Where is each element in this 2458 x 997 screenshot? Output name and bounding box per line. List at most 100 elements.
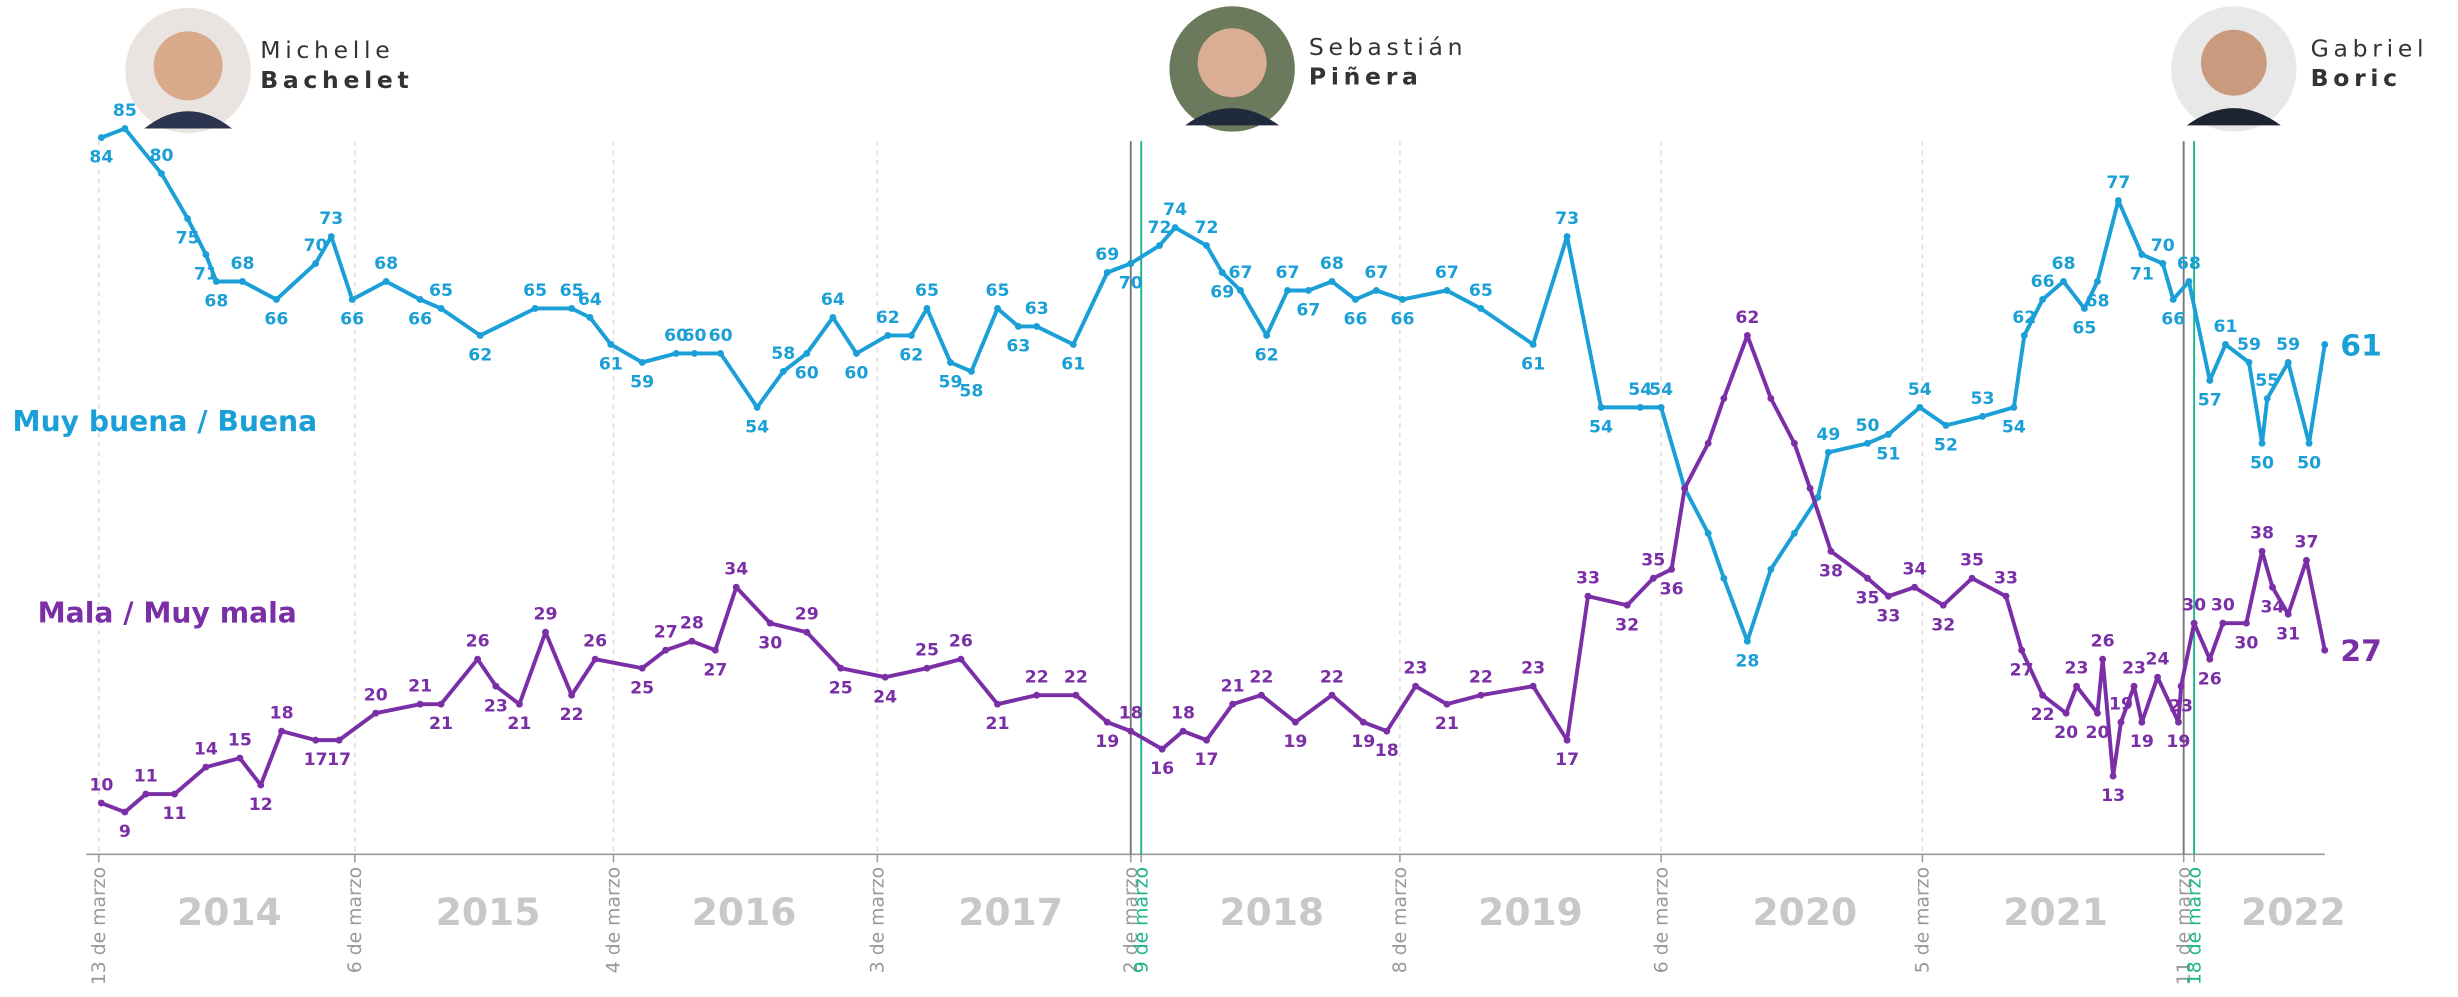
point [2010,403,2018,411]
point [1284,287,1291,294]
point [1218,269,1226,276]
value-label: 69 [1210,283,1234,303]
point [1720,394,1728,402]
year-label: 2015 [436,890,541,934]
point [416,700,424,708]
point [1743,331,1751,339]
value-label: 51 [1876,444,1900,464]
value-label: 19 [2109,695,2133,715]
president-first-name: Gabriel [2311,34,2429,62]
value-label: 28 [1735,651,1759,671]
value-label: 26 [466,632,490,652]
point [2154,673,2161,681]
value-label: 67 [1364,263,1388,283]
value-label: 68 [230,254,254,274]
point [348,296,356,303]
value-label: 53 [1971,389,1995,409]
value-label: 29 [534,605,558,625]
value-label: 35 [1856,588,1880,608]
x-tick-label: 5 de marzo [1913,867,1934,973]
point [97,134,105,142]
value-label: 21 [1221,677,1245,697]
x-tick-label: 13 de marzo [89,867,110,985]
value-label: 34 [1903,560,1927,580]
value-label: 17 [304,750,328,770]
point [638,358,646,366]
value-label: 60 [795,364,819,384]
value-label: 38 [1819,561,1843,581]
value-label: 64 [578,290,602,310]
x-tick-label: 2 de marzo [1121,867,1142,973]
value-label: 19 [2166,732,2190,752]
point [1767,394,1775,402]
point [1237,287,1244,294]
value-label: 68 [1320,254,1344,274]
point [881,673,889,681]
value-label: 19 [1095,732,1119,752]
value-label: 84 [89,148,113,168]
point [1203,736,1210,744]
point [1668,565,1676,573]
value-label: 68 [2085,292,2109,312]
value-label: 62 [899,346,923,366]
value-label: 61 [1061,355,1085,375]
value-label: 21 [507,714,531,734]
point [1477,305,1485,312]
value-label: 25 [630,678,654,698]
value-label: 68 [2177,254,2201,274]
point [2094,278,2101,285]
series-line [100,126,2327,644]
value-label: 23 [2169,696,2193,716]
point [2109,772,2117,780]
value-label: 33 [1576,569,1600,589]
value-label: 15 [228,731,252,751]
value-label: 22 [560,705,584,725]
value-label: 9 [119,822,131,842]
point [1033,691,1041,699]
value-label: 50 [2297,453,2321,473]
value-label: 23 [2065,659,2089,679]
value-label: 19 [1283,732,1307,752]
value-label: 11 [134,767,158,787]
year-label: 2017 [958,890,1063,934]
value-label: 69 [1095,245,1119,265]
point [97,799,105,807]
point [852,349,860,357]
value-label: 50 [2250,453,2274,473]
value-label: 35 [1641,551,1665,571]
point [2174,718,2182,726]
value-label: 50 [1856,416,1880,436]
point [2190,619,2198,627]
value-label: 32 [1931,615,1955,635]
x-tick-label: 6 de marzo [345,867,366,973]
value-label: 38 [2250,524,2274,544]
point [1328,278,1336,285]
photos [125,6,2297,134]
value-label: 64 [821,290,845,310]
value-label: 72 [1195,218,1219,238]
point [312,260,320,267]
point [2206,376,2214,384]
point [994,305,1001,312]
point [688,637,696,645]
value-label: 17 [1195,750,1219,770]
value-label: 33 [1994,569,2018,589]
point [753,403,761,411]
point [1720,574,1728,582]
point [1806,484,1814,492]
value-label: 59 [938,373,962,393]
value-label: 30 [2211,596,2235,616]
value-label: 54 [2002,417,2026,437]
value-label: 35 [1960,551,1984,571]
value-label: 54 [1649,380,1673,400]
value-label: 59 [630,373,654,393]
value-label: 28 [680,614,704,634]
value-label: 25 [915,641,939,661]
point [171,790,178,798]
point [1743,637,1751,645]
point [1443,287,1451,294]
point [1529,340,1537,348]
point [2062,709,2070,717]
point [1597,403,1605,411]
point [1352,296,1359,303]
